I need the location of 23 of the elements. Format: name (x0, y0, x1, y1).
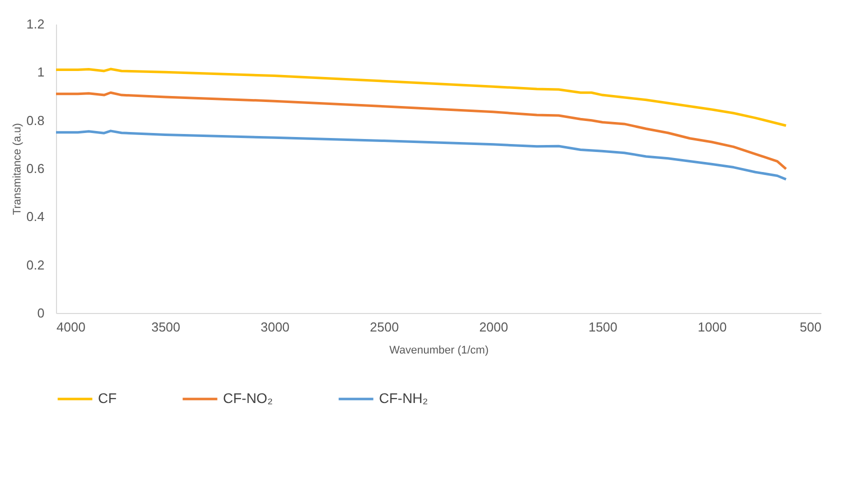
y-axis-title: Transmitance (a.u) (11, 123, 24, 215)
x-tick-label: 500 (800, 320, 822, 334)
x-tick-label: 2000 (479, 320, 508, 334)
y-tick-label: 1.2 (26, 16, 44, 32)
y-tick-label: 0 (37, 306, 44, 320)
x-tick-label: 2500 (370, 320, 399, 334)
y-tick-label: 0.6 (26, 161, 44, 176)
x-tick-label: 3000 (260, 320, 290, 334)
x-tick-label: 3500 (151, 320, 180, 334)
x-tick-label: 1000 (698, 320, 727, 334)
y-tick-label: 0.2 (26, 257, 44, 272)
x-axis-title: Wavenumber (1/cm) (389, 344, 489, 356)
y-tick-label: 1 (37, 64, 44, 80)
y-tick-label: 0.4 (26, 209, 44, 224)
legend-label: CF (98, 390, 117, 406)
y-tick-label: 0.8 (26, 112, 44, 128)
x-tick-label: 4000 (56, 320, 86, 334)
x-tick-label: 1500 (588, 320, 618, 334)
line-series (54, 130, 788, 181)
line-series (54, 91, 788, 170)
line-series (54, 68, 788, 127)
legend-label: CF-NH₂ (379, 390, 428, 406)
legend-label: CF-NO₂ (223, 390, 273, 406)
